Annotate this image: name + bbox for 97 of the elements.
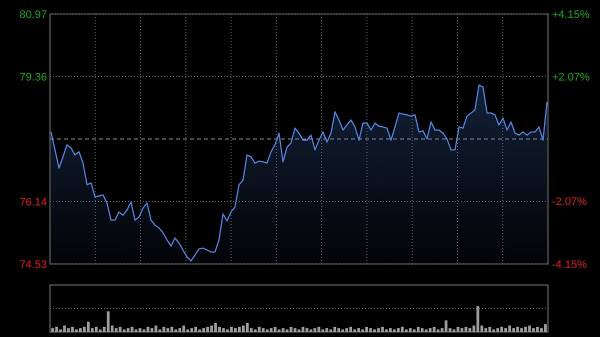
y2-tick-label: +2.07% [552,72,590,84]
bar [524,326,527,332]
bar [55,326,58,332]
bar [544,324,547,332]
bar [389,328,392,332]
bar [126,328,130,332]
bar [75,329,78,332]
bar [130,326,134,332]
bar [234,328,237,332]
bar [198,329,202,332]
bar [142,329,146,332]
bar [504,328,508,332]
bar [270,328,273,332]
bar [59,329,62,332]
bar [134,329,138,332]
bar [79,328,82,332]
bar [282,328,284,332]
bar [314,328,316,332]
bar [444,320,448,332]
bar [294,328,296,332]
bar [158,329,162,332]
bar [528,326,531,332]
bar [464,326,468,332]
bar [496,328,500,332]
bar [385,329,388,332]
bar [290,326,292,332]
bar [67,328,70,332]
bar [202,328,206,332]
bar [369,328,372,332]
y2-tick-label: -4.15% [552,258,588,271]
bar [484,328,488,332]
bar [218,326,221,332]
bar [365,326,368,332]
bar [373,329,376,332]
bar [238,326,241,332]
bar [278,329,281,332]
bar [512,328,516,332]
bar [337,328,340,332]
bar [460,328,464,332]
bar [381,326,384,332]
bar [150,328,154,332]
bar [166,328,170,332]
bar [456,326,460,332]
bar [190,328,194,332]
bar [428,328,432,332]
bar [377,328,380,332]
bar [361,329,364,332]
bar [214,322,217,332]
bar [420,328,424,332]
bar [317,326,320,332]
bar [206,326,209,332]
bar [182,326,186,332]
bar [306,328,308,332]
bar [468,328,472,332]
bar [325,328,328,332]
y-tick-label: 80.97 [19,8,47,21]
y2-tick-label: -2.07% [552,196,588,208]
bar [310,329,312,332]
y-tick-label: 76.14 [19,196,47,208]
bar [392,329,396,332]
bar [516,326,519,332]
bar [357,328,360,332]
bar [408,328,412,332]
bar [286,329,288,332]
bar [508,326,512,332]
bar [138,328,142,332]
bar [162,326,166,332]
y-tick-label: 74.53 [19,258,47,271]
bar [51,328,54,332]
bar [146,326,150,332]
bar [476,306,480,332]
y2-tick-label: +4.15% [552,8,590,21]
bar [114,328,118,332]
bar [520,328,523,332]
bar [242,326,245,332]
bar [345,328,348,332]
bar [210,326,213,332]
bar [298,329,300,332]
bar [436,329,440,332]
bar [302,326,304,332]
bar [536,326,539,332]
bar [452,329,456,332]
bar [396,328,400,332]
bar [71,326,74,332]
bar [262,328,265,332]
bar [540,328,543,332]
bar [86,322,90,332]
bar [154,326,158,332]
y-tick-label: 79.36 [19,71,47,84]
bar [222,328,225,332]
bar [178,328,182,332]
bar [432,326,436,332]
bar [226,329,229,332]
bar [122,329,126,332]
bar [532,328,535,332]
bar [63,326,66,332]
bar [230,326,233,332]
